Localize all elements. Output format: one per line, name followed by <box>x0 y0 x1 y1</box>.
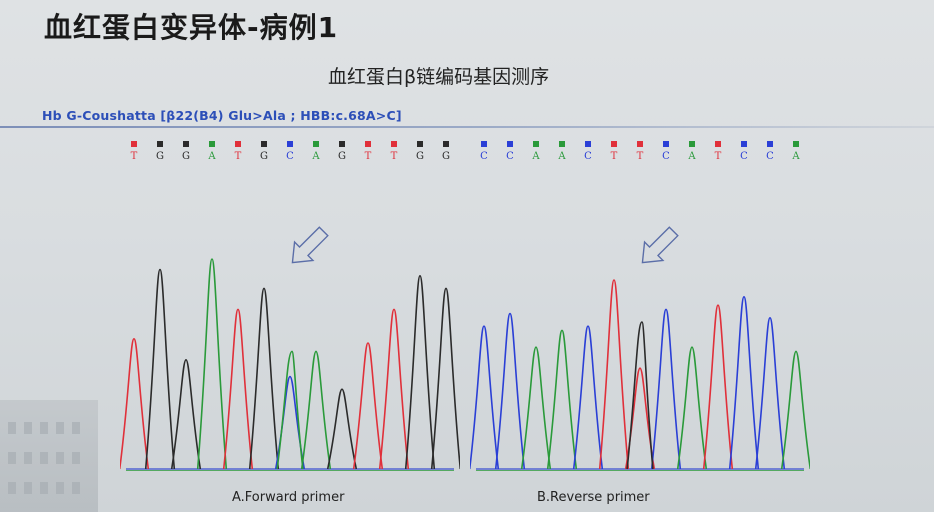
base-marker <box>131 141 137 147</box>
mutation-arrow-icon <box>641 226 679 264</box>
chromatogram-peak <box>624 367 656 470</box>
base-call-label: G <box>442 151 450 162</box>
base-marker <box>183 141 189 147</box>
chromatogram-peak <box>170 358 202 470</box>
slide-subtitle: 血红蛋白β链编码基因测序 <box>328 66 550 88</box>
base-marker <box>663 141 669 147</box>
base-marker <box>533 141 539 147</box>
chromatogram-peak <box>494 312 526 470</box>
base-call-label: T <box>715 151 722 162</box>
base-marker <box>235 141 241 147</box>
base-call-label: A <box>531 151 540 162</box>
base-call-label: A <box>557 151 566 162</box>
chromatogram-peak <box>352 342 384 470</box>
secondary-peak <box>626 321 654 470</box>
title-divider <box>0 126 934 128</box>
secondary-peak <box>276 350 304 470</box>
base-call-label: T <box>391 151 398 162</box>
base-marker <box>585 141 591 147</box>
chromatogram-peak <box>546 329 578 470</box>
base-call-label: G <box>338 151 346 162</box>
base-marker <box>689 141 695 147</box>
chromatogram-peak <box>326 388 358 470</box>
chromatogram-peak <box>196 258 228 470</box>
chromatogram-peak <box>676 346 708 470</box>
chromatogram-peak <box>650 308 682 470</box>
base-marker <box>287 141 293 147</box>
chromatogram-peak <box>274 375 306 470</box>
base-marker <box>365 141 371 147</box>
base-call-label: G <box>260 151 268 162</box>
base-call-label: A <box>687 151 696 162</box>
chromatogram-peak <box>598 279 630 470</box>
base-call-label: C <box>740 151 748 162</box>
slide-title: 血红蛋白变异体-病例1 <box>44 11 339 44</box>
base-marker <box>793 141 799 147</box>
chromatogram-peak <box>404 274 436 470</box>
chromatogram-peak <box>754 316 786 470</box>
base-marker <box>443 141 449 147</box>
base-marker <box>481 141 487 147</box>
base-call-label: C <box>766 151 774 162</box>
base-marker <box>637 141 643 147</box>
base-call-label: C <box>480 151 488 162</box>
base-call-label: C <box>506 151 514 162</box>
base-call-label: T <box>131 151 138 162</box>
chromatogram-peak <box>520 346 552 470</box>
chromatogram-peak <box>248 287 280 470</box>
base-call-label: T <box>235 151 242 162</box>
chromatogram-peak <box>430 287 460 470</box>
base-call-label: A <box>311 151 320 162</box>
chromatogram-peak <box>222 308 254 470</box>
base-call-label: C <box>662 151 670 162</box>
base-marker <box>741 141 747 147</box>
base-call-label: A <box>207 151 216 162</box>
base-call-label: T <box>611 151 618 162</box>
base-marker <box>157 141 163 147</box>
base-marker <box>209 141 215 147</box>
base-call-label: C <box>286 151 294 162</box>
chromatogram-peak <box>728 295 760 470</box>
base-call-label: C <box>584 151 592 162</box>
caption-forward-primer: A.Forward primer <box>232 490 345 505</box>
mutation-arrow-icon <box>291 226 329 264</box>
base-marker <box>313 141 319 147</box>
base-marker <box>391 141 397 147</box>
chromatogram-peak <box>470 325 500 470</box>
base-call-label: A <box>791 151 800 162</box>
base-marker <box>339 141 345 147</box>
chromatogram-peak <box>702 304 734 470</box>
base-call-label: G <box>182 151 190 162</box>
base-call-label: T <box>637 151 644 162</box>
base-call-label: G <box>156 151 164 162</box>
base-marker <box>261 141 267 147</box>
base-marker <box>559 141 565 147</box>
chromatogram-peak <box>378 308 410 470</box>
base-call-label: G <box>416 151 424 162</box>
base-marker <box>767 141 773 147</box>
chromatogram-peak <box>120 337 150 470</box>
base-call-label: T <box>365 151 372 162</box>
mutation-label: Hb G-Coushatta [β22(B4) Glu>Ala ; HBB:c.… <box>42 108 402 123</box>
base-marker <box>715 141 721 147</box>
background-building-photo <box>0 400 98 512</box>
caption-reverse-primer: B.Reverse primer <box>537 490 650 505</box>
chromatogram-peak <box>300 350 332 470</box>
chromatogram-peak <box>572 325 604 470</box>
base-marker <box>417 141 423 147</box>
base-marker <box>507 141 513 147</box>
chromatogram-peak <box>780 350 810 470</box>
base-marker <box>611 141 617 147</box>
chromatogram-peak <box>144 268 176 470</box>
